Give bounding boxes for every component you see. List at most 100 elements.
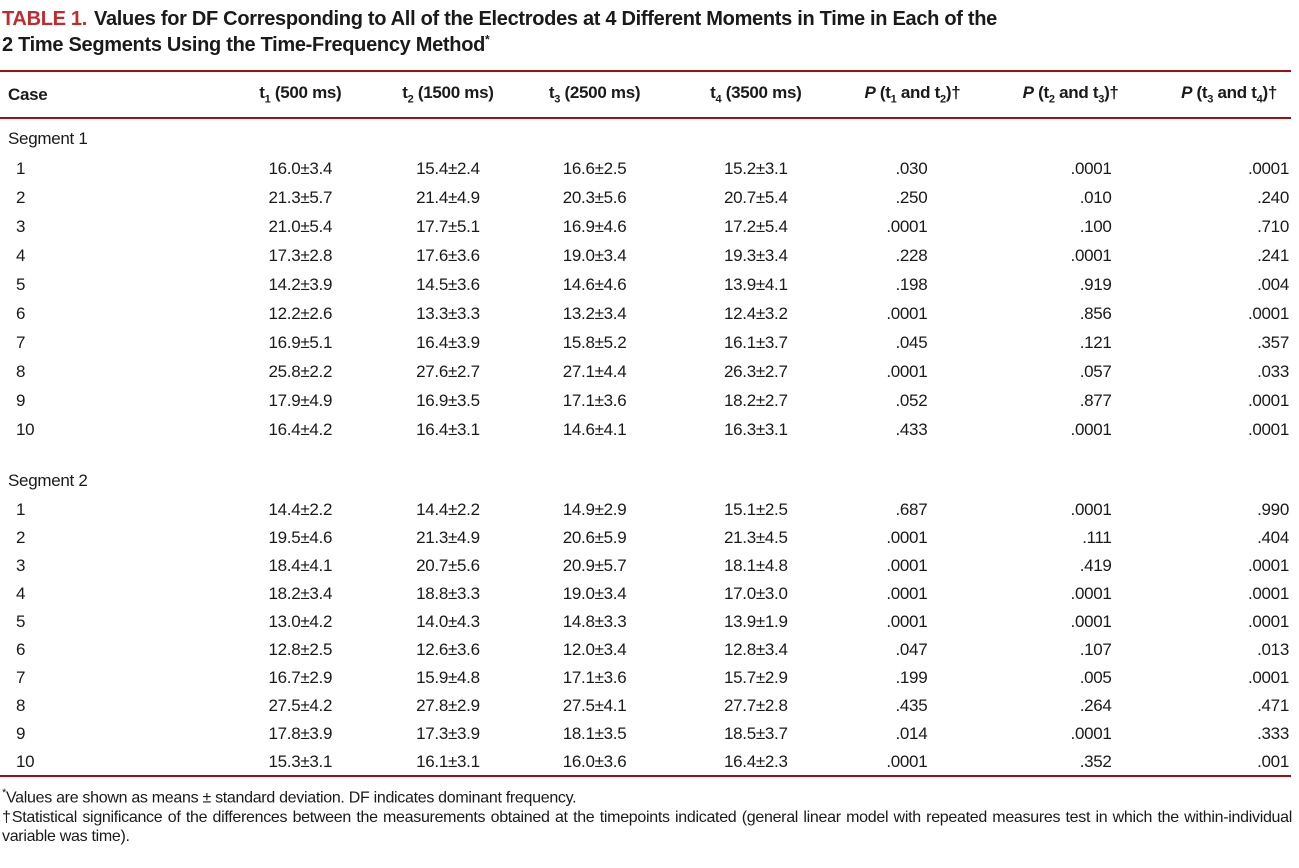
cell-t2: 15.9±4.8 (416, 668, 480, 687)
cell-p23: .877 (1079, 390, 1112, 410)
top-rule (0, 70, 1291, 72)
cell-t2: 20.7±5.6 (416, 556, 480, 575)
table-number: TABLE 1. (2, 8, 88, 30)
cell-p12: .435 (895, 696, 928, 715)
footnote-significance: †Statistical significance of the differe… (2, 808, 1292, 847)
cell-p34: .0001 (1247, 584, 1289, 603)
section-label-row: Segment 2 (0, 444, 1291, 496)
cell-p12: .045 (895, 332, 928, 352)
table-row: 7 16.7±2.9 15.9±4.8 17.1±3.6 15.7±2.9 .199 .00… (0, 664, 1291, 692)
cell-t4: 13.9±1.9 (723, 612, 788, 631)
cell-t2: 16.1±3.1 (416, 751, 480, 771)
cell-case: 2 (16, 187, 26, 207)
table-row: 3 21.0±5.4 17.7±5.1 16.9±4.6 17.2±5.4 .0001 .1… (0, 212, 1291, 241)
section-label: Segment 2 (8, 471, 88, 490)
title-footnote-marker: * (485, 32, 490, 47)
cell-p12: .228 (895, 245, 928, 265)
table-row: 5 14.2±3.9 14.5±3.6 14.6±4.6 13.9±4.1 .198 .91… (0, 270, 1291, 299)
table-row: 9 17.8±3.9 17.3±3.9 18.1±3.5 18.5±3.7 .014 .00… (0, 720, 1291, 748)
col-header-t4: t4 (3500 ms) (667, 72, 845, 119)
cell-p23: .0001 (1070, 419, 1112, 439)
cell-case: 4 (16, 584, 26, 603)
cell-t2: 27.8±2.9 (416, 696, 480, 715)
cell-t2: 21.3±4.9 (416, 528, 480, 547)
cell-case: 10 (16, 751, 35, 771)
cell-t1: 17.3±2.8 (268, 245, 333, 265)
cell-p12: .0001 (886, 361, 928, 381)
cell-case: 10 (16, 419, 35, 439)
cell-t4: 17.2±5.4 (723, 216, 788, 236)
cell-case: 5 (16, 274, 26, 294)
cell-p23: .0001 (1070, 245, 1112, 265)
table-title-line1: Values for DF Corresponding to All of th… (94, 8, 997, 30)
cell-t4: 26.3±2.7 (723, 361, 788, 381)
col-header-t1: t1 (500 ms) (226, 72, 374, 119)
cell-p23: .005 (1079, 668, 1112, 687)
data-table: Case t1 (500 ms) t2 (1500 ms) t3 (2500 ms) t… (0, 72, 1291, 777)
cell-t3: 14.8±3.3 (562, 612, 627, 631)
cell-p34: .0001 (1247, 158, 1289, 178)
cell-t1: 13.0±4.2 (268, 612, 333, 631)
cell-p34: .0001 (1247, 390, 1289, 410)
cell-p12: .433 (895, 419, 928, 439)
cell-t1: 16.7±2.9 (268, 668, 333, 687)
cell-p12: .0001 (886, 303, 928, 323)
cell-p23: .0001 (1070, 500, 1112, 519)
cell-t1: 12.8±2.5 (268, 640, 333, 659)
cell-t4: 12.4±3.2 (723, 303, 788, 323)
table-row: 10 16.4±4.2 16.4±3.1 14.6±4.1 16.3±3.1 .433 .0… (0, 415, 1291, 444)
cell-p23: .919 (1079, 274, 1112, 294)
cell-t3: 19.0±3.4 (562, 245, 627, 265)
cell-case: 6 (16, 640, 26, 659)
cell-t3: 12.0±3.4 (562, 640, 627, 659)
cell-t3: 16.9±4.6 (562, 216, 627, 236)
cell-case: 7 (16, 668, 26, 687)
cell-t4: 12.8±3.4 (723, 640, 788, 659)
cell-case: 8 (16, 361, 26, 381)
footnotes: *Values are shown as means ± standard de… (0, 784, 1292, 847)
cell-t1: 16.4±4.2 (268, 419, 333, 439)
cell-t3: 15.8±5.2 (562, 332, 627, 352)
cell-t1: 14.4±2.2 (268, 500, 333, 519)
cell-t4: 15.1±2.5 (723, 500, 788, 519)
table-row: 6 12.8±2.5 12.6±3.6 12.0±3.4 12.8±3.4 .047 .10… (0, 636, 1291, 664)
table-row: 1 14.4±2.2 14.4±2.2 14.9±2.9 15.1±2.5 .687 .00… (0, 496, 1291, 524)
cell-t4: 17.0±3.0 (723, 584, 788, 603)
cell-p34: .001 (1257, 751, 1289, 771)
cell-case: 3 (16, 216, 26, 236)
cell-t2: 14.0±4.3 (416, 612, 480, 631)
cell-t3: 27.5±4.1 (562, 696, 627, 715)
cell-p23: .107 (1079, 640, 1112, 659)
cell-t4: 13.9±4.1 (723, 274, 788, 294)
cell-t4: 20.7±5.4 (723, 187, 788, 207)
cell-p12: .198 (895, 274, 928, 294)
cell-case: 9 (16, 724, 26, 743)
cell-t2: 15.4±2.4 (416, 158, 480, 178)
cell-t4: 18.1±4.8 (723, 556, 788, 575)
cell-t4: 15.2±3.1 (723, 158, 788, 178)
cell-p34: .333 (1257, 724, 1289, 743)
cell-p23: .0001 (1070, 612, 1112, 631)
cell-t1: 16.0±3.4 (268, 158, 333, 178)
cell-p12: .014 (895, 724, 928, 743)
table-row: 4 18.2±3.4 18.8±3.3 19.0±3.4 17.0±3.0 .0001 .0… (0, 580, 1291, 608)
cell-p34: .0001 (1247, 612, 1289, 631)
cell-t3: 20.9±5.7 (562, 556, 627, 575)
cell-t3: 20.6±5.9 (562, 528, 627, 547)
cell-t1: 25.8±2.2 (268, 361, 333, 381)
cell-t2: 16.4±3.1 (416, 419, 480, 439)
footnote-values: *Values are shown as means ± standard de… (2, 784, 1292, 808)
col-header-t2: t2 (1500 ms) (373, 72, 523, 119)
cell-t1: 17.8±3.9 (268, 724, 333, 743)
cell-p23: .264 (1079, 696, 1112, 715)
table-row: 3 18.4±4.1 20.7±5.6 20.9±5.7 18.1±4.8 .0001 .4… (0, 552, 1291, 580)
cell-p34: .357 (1257, 332, 1289, 352)
cell-p12: .030 (895, 158, 928, 178)
cell-t3: 14.6±4.1 (562, 419, 627, 439)
cell-t2: 12.6±3.6 (416, 640, 480, 659)
cell-t3: 16.0±3.6 (562, 751, 627, 771)
cell-t2: 21.4±4.9 (416, 187, 480, 207)
dagger-marker: † (2, 808, 12, 826)
section-label: Segment 1 (8, 129, 88, 148)
cell-p23: .0001 (1070, 158, 1112, 178)
